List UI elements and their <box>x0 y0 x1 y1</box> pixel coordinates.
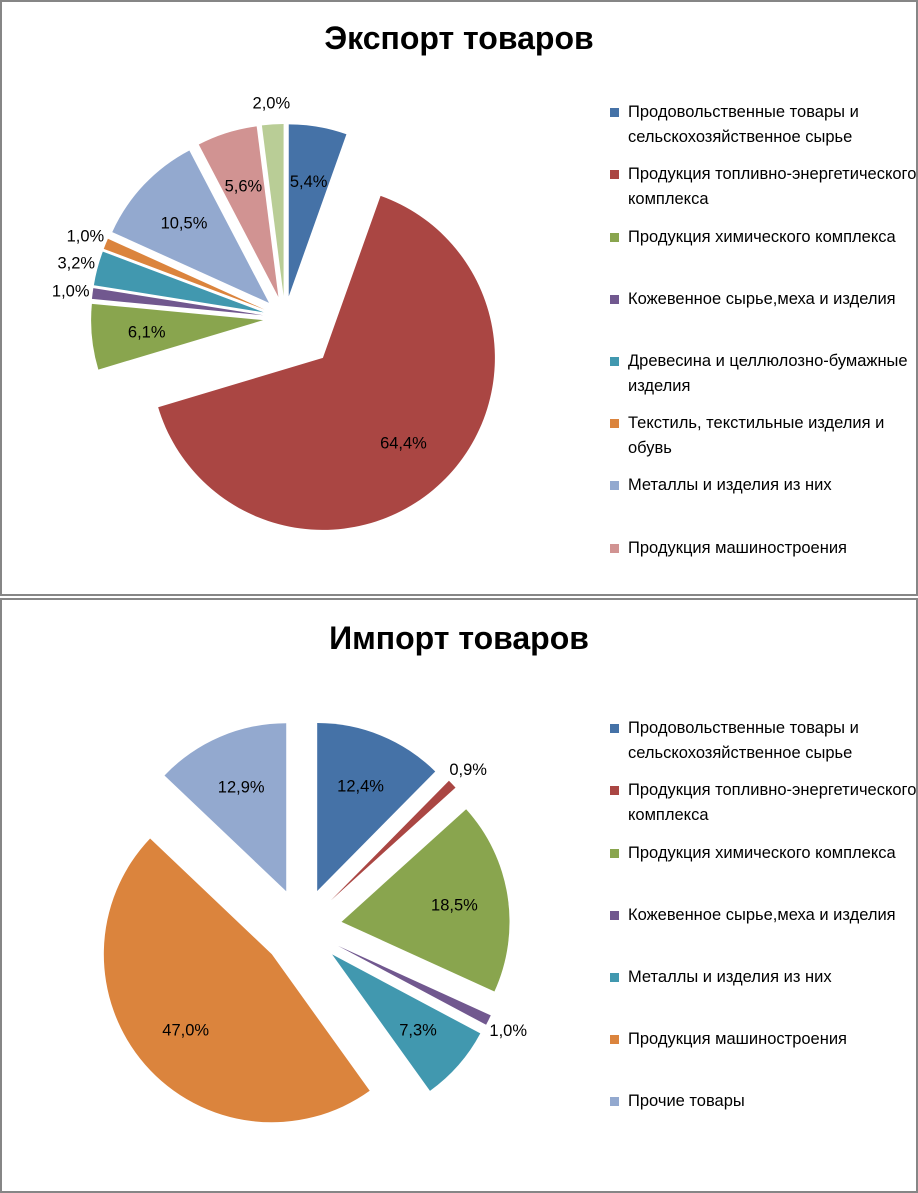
legend-label: Кожевенное сырье,меха и изделия <box>628 906 896 924</box>
legend-swatch <box>610 295 619 304</box>
import-chart-title: Импорт товаров <box>329 620 589 656</box>
data-label: 5,4% <box>290 173 328 191</box>
data-label: 1,0% <box>52 283 90 301</box>
legend-swatch <box>610 786 619 795</box>
pie-slice <box>198 126 279 298</box>
legend-swatch <box>610 419 619 428</box>
legend-label: Продукция машиностроения <box>628 1030 847 1048</box>
pie-slice <box>93 251 264 313</box>
legend-label: Древесина и целлюлозно-бумажные изделия <box>628 352 908 395</box>
legend-label: Продукция топливно-энергетического компл… <box>628 165 917 208</box>
legend-label: Продукция химического комплекса <box>628 844 896 862</box>
legend-swatch <box>610 357 619 366</box>
pie-slice <box>91 303 264 370</box>
pie-slice <box>112 150 270 303</box>
legend-label: Продукция машиностроения <box>628 539 847 557</box>
data-label: 10,5% <box>161 215 208 233</box>
legend-label: Металлы и изделия из них <box>628 968 832 986</box>
legend-swatch <box>610 170 619 179</box>
data-label: 1,0% <box>489 1022 527 1040</box>
legend-label: Металлы и изделия из них <box>628 476 832 494</box>
legend-swatch <box>610 544 619 553</box>
data-label: 12,4% <box>337 777 384 795</box>
legend-swatch <box>610 911 619 920</box>
data-label: 3,2% <box>57 255 95 273</box>
legend-swatch <box>610 973 619 982</box>
pie-slice <box>330 780 456 901</box>
data-label: 64,4% <box>380 435 427 453</box>
legend-label: Продовольственные товары и сельскохозяйс… <box>628 103 859 146</box>
data-label: 6,1% <box>128 324 166 342</box>
data-label: 0,9% <box>449 761 487 779</box>
legend-label: Кожевенное сырье,меха и изделия <box>628 290 896 308</box>
legend-label: Продукция топливно-энергетического компл… <box>628 781 917 824</box>
pie-slice <box>261 124 284 297</box>
legend-label: Продукция химического комплекса <box>628 228 896 246</box>
legend-swatch <box>610 233 619 242</box>
pie-slice <box>158 195 495 530</box>
data-label: 7,3% <box>399 1022 437 1040</box>
export-chart-title: Экспорт товаров <box>324 20 594 56</box>
pie-slice <box>317 722 436 891</box>
legend-swatch <box>610 108 619 117</box>
data-label: 47,0% <box>162 1021 209 1039</box>
legend-swatch <box>610 1097 619 1106</box>
pie-slice <box>288 124 347 297</box>
pie-slice <box>103 838 370 1123</box>
legend-label: Продовольственные товары и сельскохозяйс… <box>628 719 859 762</box>
legend-swatch <box>610 724 619 733</box>
pie-slice <box>164 723 287 892</box>
legend-label: Текстиль, текстильные изделия и обувь <box>628 414 885 457</box>
data-label: 5,6% <box>225 177 263 195</box>
legend-label: Прочие товары <box>628 1092 745 1110</box>
legend-swatch <box>610 481 619 490</box>
pie-slice <box>103 238 265 310</box>
data-label: 1,0% <box>67 227 105 245</box>
data-label: 2,0% <box>253 94 291 112</box>
pie-slice <box>337 945 491 1025</box>
pie-slice <box>341 809 510 992</box>
legend-swatch <box>610 849 619 858</box>
data-label: 12,9% <box>218 778 265 796</box>
data-label: 18,5% <box>431 896 478 914</box>
legend-swatch <box>610 1035 619 1044</box>
pie-slice <box>91 288 264 316</box>
pie-slice <box>332 954 481 1091</box>
